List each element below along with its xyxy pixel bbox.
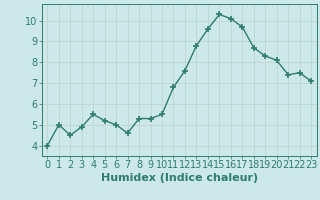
X-axis label: Humidex (Indice chaleur): Humidex (Indice chaleur) (100, 173, 258, 183)
